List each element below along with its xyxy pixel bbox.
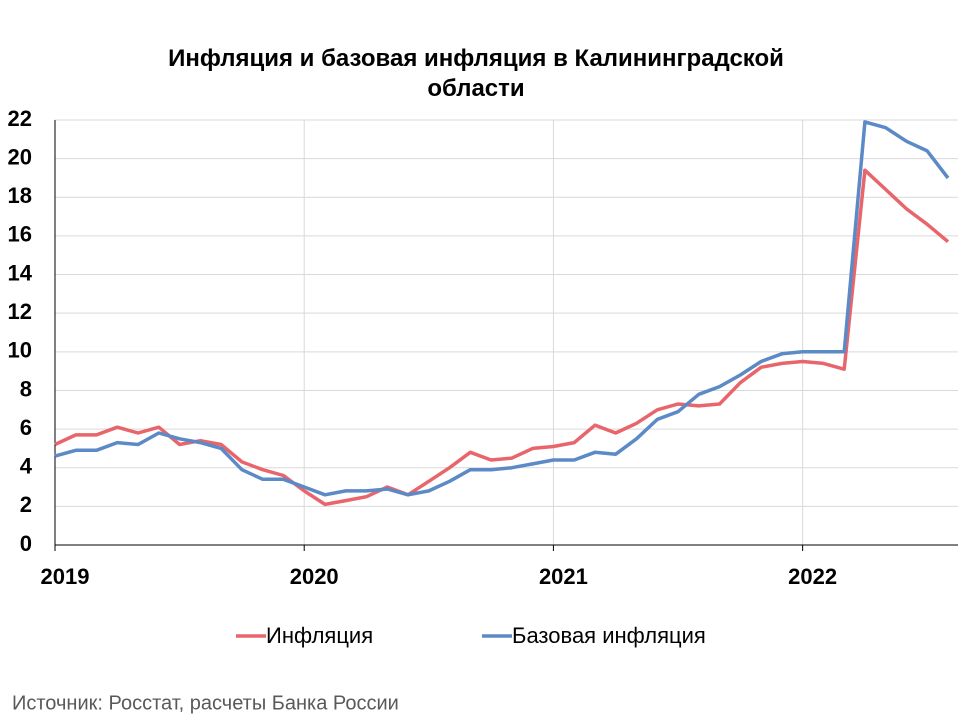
x-tick-label: 2022 [788, 564, 837, 589]
y-tick-label: 6 [20, 415, 32, 440]
x-tick-label: 2019 [41, 564, 90, 589]
y-tick-label: 2 [20, 492, 32, 517]
source-note: Источник: Росстат, расчеты Банка России [12, 692, 399, 714]
legend-label: Инфляция [266, 623, 373, 648]
y-tick-label: 18 [8, 183, 32, 208]
y-tick-label: 4 [20, 454, 33, 479]
x-tick-label: 2021 [539, 564, 588, 589]
chart-title: Инфляция и базовая инфляция в Калинингра… [168, 45, 784, 102]
legend-label: Базовая инфляция [512, 623, 706, 648]
y-tick-label: 14 [8, 260, 33, 285]
y-tick-label: 20 [8, 144, 32, 169]
y-tick-label: 16 [8, 222, 32, 247]
y-tick-label: 10 [8, 338, 32, 363]
y-tick-label: 8 [20, 376, 32, 401]
series-line [54, 168, 950, 507]
series-line [54, 120, 950, 497]
y-tick-label: 12 [8, 299, 32, 324]
y-tick-label: 22 [8, 106, 32, 131]
y-tick-label: 0 [20, 531, 32, 556]
x-tick-label: 2020 [290, 564, 339, 589]
